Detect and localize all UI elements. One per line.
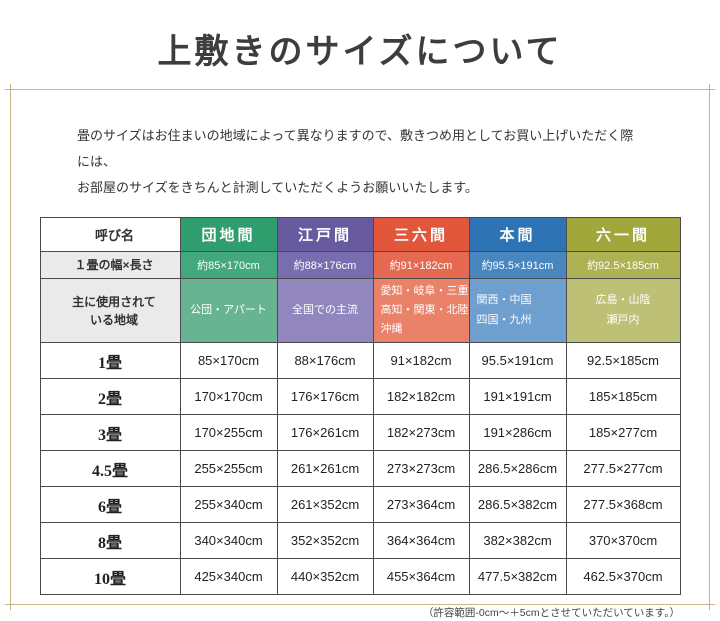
size-cell: 255×340cm: [179, 486, 278, 523]
tatami-size-table: 呼び名 団地間 江戸間 三六間 本間 六一間 １畳の幅×長さ 約85×170cm…: [39, 217, 681, 595]
size-cell: 95.5×191cm: [468, 342, 567, 379]
size-cell: 182×273cm: [372, 414, 470, 451]
size-cell: 91×182cm: [372, 342, 470, 379]
size-cell: 88×176cm: [276, 342, 374, 379]
region-cell: 愛知・岐阜・三重 高知・関東・北陸 沖縄: [372, 278, 470, 343]
size-cell: 170×170cm: [179, 378, 278, 415]
size-cell: 455×364cm: [372, 558, 470, 595]
table-row: 8畳 340×340cm 352×352cm 364×364cm 382×382…: [39, 522, 681, 559]
size-cell: 370×370cm: [565, 522, 681, 559]
tolerance-note: （許容範囲-0cm〜＋5cmとさせていただいています。）: [422, 607, 680, 619]
column-header-honma: 本間: [468, 217, 567, 252]
row-label: 3畳: [39, 414, 181, 451]
size-cell: 462.5×370cm: [565, 558, 681, 595]
page-title: 上敷きのサイズについて: [157, 34, 563, 71]
width-length-cell: 約92.5×185cm: [565, 251, 681, 279]
width-length-cell: 約88×176cm: [276, 251, 374, 279]
size-cell: 286.5×286cm: [468, 450, 567, 487]
width-length-cell: 約91×182cm: [372, 251, 470, 279]
size-cell: 176×176cm: [276, 378, 374, 415]
size-cell: 182×182cm: [372, 378, 470, 415]
table-row: 2畳 170×170cm 176×176cm 182×182cm 191×191…: [39, 378, 681, 415]
size-cell: 286.5×382cm: [468, 486, 567, 523]
size-cell: 477.5×382cm: [468, 558, 567, 595]
intro-text: 畳のサイズはお住まいの地域によって異なりますので、敷きつめ用としてお買い上げいた…: [77, 123, 643, 201]
intro-line-2: お部屋のサイズをきちんと計測していただくようお願いいたします。: [77, 180, 478, 195]
size-cell: 273×273cm: [372, 450, 470, 487]
row-label: 10畳: [39, 558, 181, 595]
row-label: 1畳: [39, 342, 181, 379]
size-cell: 440×352cm: [276, 558, 374, 595]
region-cell: 関西・中国 四国・九州: [468, 278, 567, 343]
region-cell: 全国での主流: [276, 278, 374, 343]
content-frame: 畳のサイズはお住まいの地域によって異なりますので、敷きつめ用としてお買い上げいた…: [5, 84, 715, 619]
width-length-cell: 約95.5×191cm: [468, 251, 567, 279]
size-cell: 277.5×277cm: [565, 450, 681, 487]
size-cell: 277.5×368cm: [565, 486, 681, 523]
column-header-sanrokuma: 三六間: [372, 217, 470, 252]
size-cell: 340×340cm: [179, 522, 278, 559]
table-row: 3畳 170×255cm 176×261cm 182×273cm 191×286…: [39, 414, 681, 451]
size-cell: 261×352cm: [276, 486, 374, 523]
region-cell: 公団・アパート: [179, 278, 278, 343]
size-cell: 364×364cm: [372, 522, 470, 559]
size-cell: 255×255cm: [179, 450, 278, 487]
row-label: 8畳: [39, 522, 181, 559]
size-cell: 382×382cm: [468, 522, 567, 559]
region-label: 主に使用されて いる地域: [39, 278, 181, 343]
column-header-danchima: 団地間: [179, 217, 278, 252]
size-cell: 185×185cm: [565, 378, 681, 415]
column-header-rokuichima: 六一間: [565, 217, 681, 252]
region-row: 主に使用されて いる地域 公団・アパート 全国での主流 愛知・岐阜・三重 高知・…: [39, 278, 681, 343]
size-cell: 85×170cm: [179, 342, 278, 379]
width-length-label: １畳の幅×長さ: [39, 251, 181, 279]
size-cell: 170×255cm: [179, 414, 278, 451]
size-cell: 425×340cm: [179, 558, 278, 595]
region-cell: 広島・山陰 瀬戸内: [565, 278, 681, 343]
table-header-row: 呼び名 団地間 江戸間 三六間 本間 六一間: [39, 217, 681, 252]
row-label: 4.5畳: [39, 450, 181, 487]
row-label: 2畳: [39, 378, 181, 415]
row-label: 6畳: [39, 486, 181, 523]
column-header-edoma: 江戸間: [276, 217, 374, 252]
table-row: 4.5畳 255×255cm 261×261cm 273×273cm 286.5…: [39, 450, 681, 487]
width-length-row: １畳の幅×長さ 約85×170cm 約88×176cm 約91×182cm 約9…: [39, 251, 681, 279]
table-row: 1畳 85×170cm 88×176cm 91×182cm 95.5×191cm…: [39, 342, 681, 379]
table-row: 6畳 255×340cm 261×352cm 273×364cm 286.5×3…: [39, 486, 681, 523]
size-cell: 191×286cm: [468, 414, 567, 451]
table-row: 10畳 425×340cm 440×352cm 455×364cm 477.5×…: [39, 558, 681, 595]
size-cell: 261×261cm: [276, 450, 374, 487]
size-cell: 191×191cm: [468, 378, 567, 415]
corner-header: 呼び名: [39, 217, 181, 252]
intro-line-1: 畳のサイズはお住まいの地域によって異なりますので、敷きつめ用としてお買い上げいた…: [77, 128, 634, 169]
width-length-cell: 約85×170cm: [179, 251, 278, 279]
size-cell: 92.5×185cm: [565, 342, 681, 379]
size-cell: 352×352cm: [276, 522, 374, 559]
size-cell: 176×261cm: [276, 414, 374, 451]
size-cell: 273×364cm: [372, 486, 470, 523]
size-cell: 185×277cm: [565, 414, 681, 451]
